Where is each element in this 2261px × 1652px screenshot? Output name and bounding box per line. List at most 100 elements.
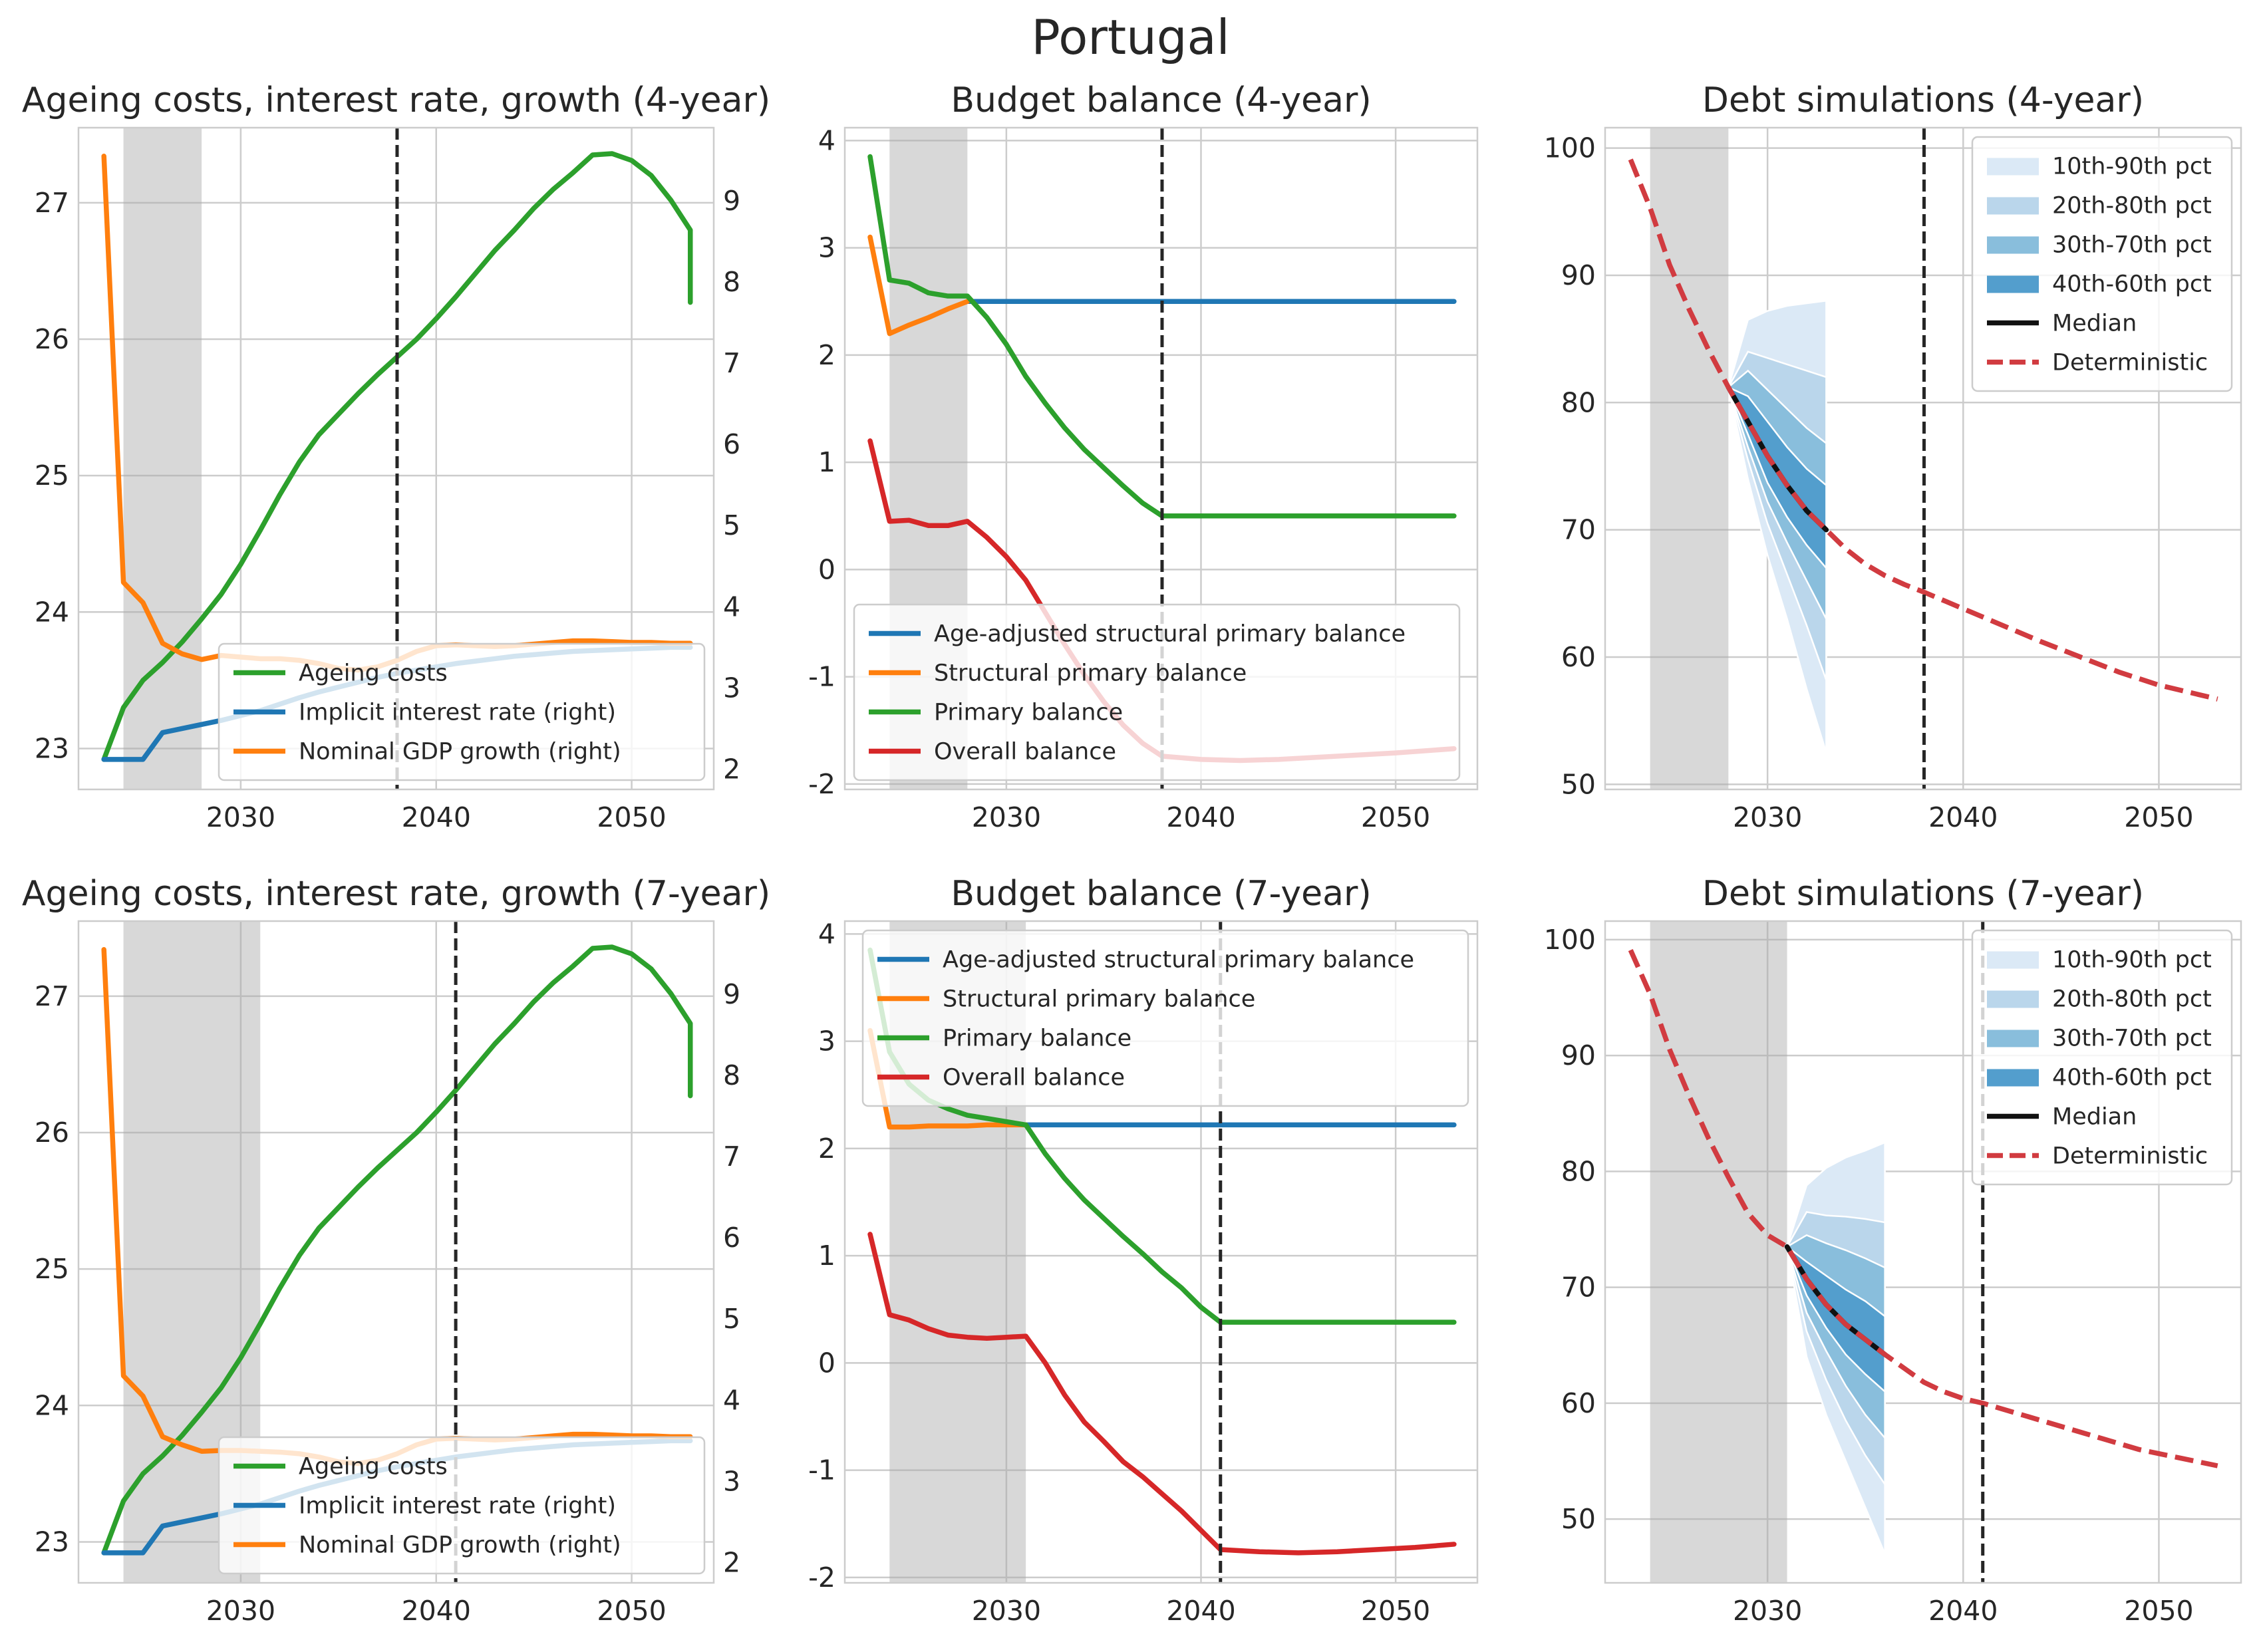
y-tick-label: 25	[35, 460, 69, 491]
chart-title: Budget balance (4-year)	[951, 80, 1371, 120]
x-tick-label: 2030	[1733, 801, 1802, 833]
x-tick-label: 2030	[972, 1595, 1041, 1627]
x-tick-label: 2040	[402, 801, 471, 833]
y-tick-label: 60	[1561, 1387, 1596, 1419]
legend-label: 20th-80th pct	[2052, 986, 2212, 1013]
y-tick-label: 70	[1561, 1272, 1596, 1304]
legend-label: Implicit interest rate (right)	[299, 700, 616, 726]
chart-ageing_4: Ageing costs, interest rate, growth (4-y…	[22, 80, 770, 833]
y2-tick-label: 9	[723, 185, 740, 217]
y-tick-label: 25	[35, 1253, 69, 1285]
x-tick-label: 2030	[1733, 1595, 1802, 1627]
series-line	[1628, 949, 2218, 1468]
y-tick-label: -2	[808, 768, 835, 800]
x-tick-label: 2030	[206, 1595, 275, 1627]
legend-swatch	[1987, 158, 2039, 176]
legend: 10th-90th pct 20th-80th pct 30th-70th pct 4…	[1971, 136, 2233, 392]
series-line	[867, 234, 971, 337]
y2-tick-label: 8	[723, 266, 740, 298]
chart-ageing_7: Ageing costs, interest rate, growth (7-y…	[22, 874, 770, 1627]
y-tick-label: 24	[35, 596, 69, 628]
legend-swatch	[1987, 951, 2039, 969]
y-tick-label: 90	[1561, 259, 1596, 291]
legend: Age-adjusted structural primary balance S…	[853, 603, 1461, 781]
y-tick-label: -2	[808, 1562, 835, 1593]
chart-title: Debt simulations (7-year)	[1702, 874, 2144, 914]
legend-label: Primary balance	[943, 1026, 1131, 1052]
legend-label: 30th-70th pct	[2052, 232, 2212, 259]
legend-label: 20th-80th pct	[2052, 193, 2212, 219]
series-line	[867, 1028, 1028, 1130]
adjustment-period-shade	[1650, 921, 1787, 1583]
axes-frame	[1604, 920, 2242, 1584]
y-tick-label: 27	[35, 980, 69, 1012]
y-tick-label: 23	[35, 732, 69, 764]
y-tick-label: 3	[818, 232, 835, 264]
adjustment-period-shade	[123, 128, 202, 789]
legend-label: Age-adjusted structural primary balance	[934, 621, 1406, 648]
y2-tick-label: 5	[723, 509, 740, 541]
y-tick-label: 23	[35, 1526, 69, 1558]
series-line	[867, 1232, 1457, 1556]
y2-tick-label: 3	[723, 1465, 740, 1497]
axes-frame	[843, 126, 1479, 791]
x-tick-label: 2050	[2124, 801, 2193, 833]
x-tick-label: 2030	[972, 801, 1041, 833]
y2-tick-label: 3	[723, 672, 740, 704]
y-tick-label: 4	[818, 918, 835, 950]
legend-swatch	[1987, 1030, 2039, 1047]
y-tick-label: 50	[1561, 1503, 1596, 1535]
adjustment-period-shade	[1650, 128, 1729, 789]
x-tick-label: 2040	[402, 1595, 471, 1627]
x-tick-label: 2050	[1361, 1595, 1430, 1627]
y2-tick-label: 7	[723, 1141, 740, 1172]
legend-frame	[853, 603, 1461, 781]
legend: Ageing costs Implicit interest rate (righ…	[218, 1436, 706, 1575]
legend-label: Structural primary balance	[934, 660, 1247, 687]
chart-budget_7: Budget balance (7-year) 2030 2040 2050 -2 -1 0…	[808, 874, 1479, 1627]
figure-title: Portugal	[1031, 9, 1230, 65]
legend-frame	[218, 642, 706, 781]
y-tick-label: 60	[1561, 641, 1596, 673]
legend-swatch	[1987, 1069, 2039, 1087]
series-line	[867, 154, 1457, 519]
x-tick-label: 2050	[1361, 801, 1430, 833]
legend-label: Overall balance	[934, 739, 1116, 765]
axes-frame	[1604, 126, 2242, 791]
legend-frame	[218, 1436, 706, 1575]
series-line	[101, 944, 693, 1556]
legend-label: 30th-70th pct	[2052, 1026, 2212, 1052]
legend-swatch	[1987, 275, 2039, 293]
y-tick-label: 4	[818, 124, 835, 156]
legend-label: 40th-60th pct	[2052, 271, 2212, 298]
y-tick-label: 80	[1561, 386, 1596, 418]
y-tick-label: 2	[818, 1133, 835, 1165]
legend-label: 10th-90th pct	[2052, 154, 2212, 180]
x-tick-label: 2030	[206, 801, 275, 833]
legend-frame	[861, 929, 1469, 1107]
legend-label: Nominal GDP growth (right)	[299, 739, 621, 765]
y2-tick-label: 5	[723, 1303, 740, 1335]
y-tick-label: 27	[35, 187, 69, 219]
y2-tick-label: 9	[723, 978, 740, 1010]
y2-tick-label: 4	[723, 591, 740, 622]
plot-area	[1628, 949, 2218, 1554]
axes-frame	[77, 126, 715, 791]
legend-label: Median	[2052, 1104, 2137, 1131]
legend-label: Overall balance	[943, 1065, 1125, 1091]
x-tick-label: 2040	[1166, 1595, 1235, 1627]
x-tick-label: 2040	[1928, 1595, 1998, 1627]
legend-label: Structural primary balance	[943, 986, 1255, 1013]
x-tick-label: 2050	[597, 801, 666, 833]
chart-title: Ageing costs, interest rate, growth (4-y…	[22, 80, 770, 120]
y2-tick-label: 8	[723, 1059, 740, 1091]
y-tick-label: 24	[35, 1389, 69, 1421]
y-tick-label: 80	[1561, 1155, 1596, 1187]
x-tick-label: 2050	[597, 1595, 666, 1627]
y-tick-label: 100	[1544, 132, 1596, 164]
legend-label: Median	[2052, 311, 2137, 337]
y-tick-label: 50	[1561, 768, 1596, 800]
y-tick-label: 1	[818, 446, 835, 478]
legend-label: Deterministic	[2052, 1143, 2208, 1170]
